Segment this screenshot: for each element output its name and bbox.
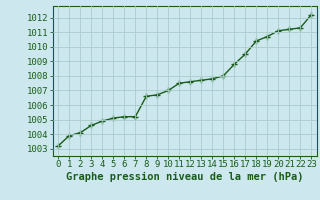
X-axis label: Graphe pression niveau de la mer (hPa): Graphe pression niveau de la mer (hPa) [66, 172, 304, 182]
